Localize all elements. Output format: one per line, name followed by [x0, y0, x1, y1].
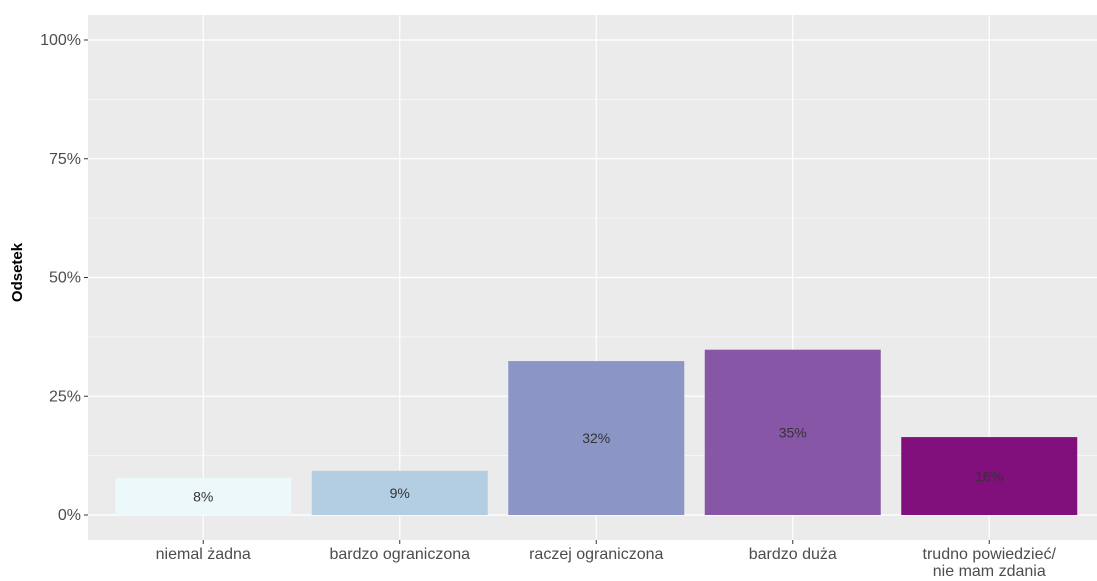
- bar: [508, 361, 685, 515]
- x-tick-label-line: trudno powiedzieć/: [923, 546, 1057, 563]
- y-tick-label: 25%: [49, 388, 81, 405]
- bar: [901, 437, 1078, 515]
- y-tick-label: 75%: [49, 151, 81, 168]
- x-tick-label-line: bardzo duża: [749, 546, 837, 563]
- bar-value-label: 16%: [975, 468, 1003, 484]
- bar: [311, 470, 488, 515]
- bar-value-label: 32%: [582, 430, 610, 446]
- x-tick-label: trudno powiedzieć/nie mam zdania: [923, 546, 1057, 580]
- x-tick-label-line: niemal żadna: [156, 546, 251, 563]
- bar-value-label: 35%: [779, 424, 807, 440]
- grid-lines: [88, 15, 1097, 540]
- y-axis-title: Odsetek: [9, 242, 26, 302]
- x-tick-label-line: bardzo ograniczona: [329, 546, 470, 563]
- x-axis: niemal żadna bardzo ograniczona raczej ogr…: [156, 540, 1057, 580]
- y-tick-label: 50%: [49, 270, 81, 287]
- bar: [115, 477, 292, 515]
- x-tick-label: niemal żadna: [156, 546, 251, 563]
- x-tick-label-line: nie mam zdania: [933, 563, 1046, 580]
- y-axis: 0% 25% 50% 75% 100%: [40, 32, 88, 524]
- y-tick-label: 100%: [40, 32, 81, 49]
- x-tick-label: bardzo duża: [749, 546, 837, 563]
- x-tick-label-line: raczej ograniczona: [529, 546, 663, 563]
- y-tick-label: 0%: [58, 507, 81, 524]
- bars: [115, 349, 1078, 515]
- bar-value-labels: 8% 9% 32% 35% 16%: [193, 424, 1003, 504]
- bar: [704, 349, 881, 515]
- bar-value-label: 8%: [193, 488, 213, 504]
- x-tick-label: bardzo ograniczona: [329, 546, 470, 563]
- bar-value-label: 9%: [390, 485, 410, 501]
- x-tick-label: raczej ograniczona: [529, 546, 663, 563]
